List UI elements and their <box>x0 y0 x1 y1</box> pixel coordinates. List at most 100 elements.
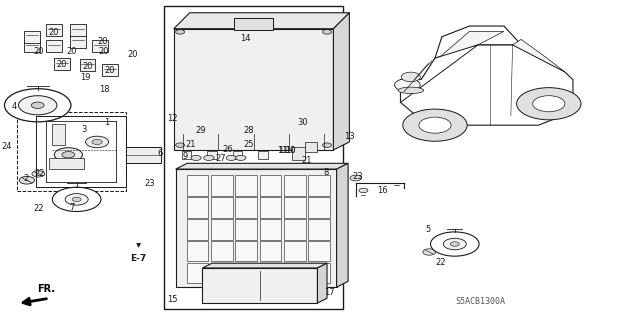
Bar <box>308 175 330 196</box>
Text: 20: 20 <box>67 47 77 56</box>
Bar <box>260 241 282 262</box>
Text: 8: 8 <box>323 168 328 177</box>
Polygon shape <box>173 13 349 29</box>
Circle shape <box>86 136 109 148</box>
Polygon shape <box>438 31 504 58</box>
Bar <box>79 59 95 71</box>
Bar <box>70 35 86 48</box>
Circle shape <box>54 148 83 162</box>
Bar <box>233 151 243 159</box>
Bar <box>175 169 337 287</box>
Text: 3: 3 <box>82 125 87 134</box>
Bar <box>186 241 209 262</box>
Text: 20: 20 <box>57 60 67 69</box>
Text: FR.: FR. <box>37 284 55 294</box>
Text: 20: 20 <box>97 37 108 46</box>
Text: 21: 21 <box>301 156 312 165</box>
Bar <box>211 241 233 262</box>
Text: 20: 20 <box>33 47 44 56</box>
Circle shape <box>323 30 332 34</box>
Text: 29: 29 <box>195 126 206 135</box>
Circle shape <box>191 155 201 160</box>
Text: 6: 6 <box>157 149 163 158</box>
Text: 26: 26 <box>223 145 234 154</box>
Text: 20: 20 <box>127 50 138 59</box>
Bar <box>24 40 40 52</box>
Bar <box>186 219 209 240</box>
Circle shape <box>62 152 75 158</box>
Text: 4: 4 <box>12 102 17 111</box>
Bar <box>17 112 126 191</box>
Circle shape <box>419 117 451 133</box>
Circle shape <box>431 232 479 256</box>
Text: 20: 20 <box>49 28 59 37</box>
Text: 5: 5 <box>426 225 431 234</box>
Bar <box>284 263 306 283</box>
Bar <box>54 58 70 70</box>
Bar <box>236 219 257 240</box>
Text: 7: 7 <box>69 203 74 212</box>
Bar <box>236 241 257 262</box>
Bar <box>45 24 61 36</box>
Circle shape <box>31 102 44 108</box>
Bar <box>202 268 317 303</box>
Text: 20: 20 <box>98 47 109 56</box>
Text: 28: 28 <box>244 126 255 135</box>
Circle shape <box>175 143 184 147</box>
Polygon shape <box>513 40 564 71</box>
Circle shape <box>52 187 101 211</box>
Circle shape <box>532 96 565 112</box>
Text: 1: 1 <box>104 118 109 127</box>
Polygon shape <box>333 13 349 150</box>
Bar <box>259 151 268 159</box>
Bar <box>211 175 233 196</box>
Bar <box>284 241 306 262</box>
Bar <box>164 6 343 309</box>
Bar <box>236 263 257 283</box>
Circle shape <box>395 78 420 91</box>
Circle shape <box>4 89 71 122</box>
Bar <box>236 175 257 196</box>
Bar <box>284 197 306 218</box>
Circle shape <box>175 30 184 34</box>
Circle shape <box>226 155 236 160</box>
Polygon shape <box>317 263 327 303</box>
Bar <box>45 40 61 52</box>
Text: 20: 20 <box>83 62 93 70</box>
Text: 30: 30 <box>298 118 308 127</box>
Text: 10: 10 <box>285 146 296 155</box>
Circle shape <box>72 197 81 202</box>
Circle shape <box>236 155 246 160</box>
Bar <box>211 197 233 218</box>
Text: 17: 17 <box>324 288 335 297</box>
Text: 25: 25 <box>244 140 254 149</box>
Text: 11: 11 <box>277 146 287 155</box>
Circle shape <box>516 88 581 120</box>
Polygon shape <box>401 45 478 102</box>
Text: 18: 18 <box>99 85 110 94</box>
Text: 22: 22 <box>435 258 446 267</box>
Text: 21: 21 <box>185 140 196 149</box>
Text: 23: 23 <box>353 172 363 181</box>
Text: 19: 19 <box>81 73 91 82</box>
Text: 20: 20 <box>104 66 115 75</box>
Text: 13: 13 <box>344 132 355 141</box>
Text: E-7: E-7 <box>131 254 147 263</box>
Circle shape <box>403 109 467 141</box>
Bar <box>186 197 209 218</box>
Bar <box>186 263 209 283</box>
Bar <box>211 219 233 240</box>
Bar <box>24 31 40 43</box>
Circle shape <box>444 238 467 250</box>
Text: 10: 10 <box>285 146 295 155</box>
Ellipse shape <box>398 87 424 93</box>
Bar <box>102 64 118 76</box>
Text: 11: 11 <box>278 146 289 155</box>
Text: 23: 23 <box>144 179 155 188</box>
Circle shape <box>32 171 45 177</box>
Circle shape <box>204 155 214 160</box>
Circle shape <box>451 242 460 246</box>
Bar <box>284 175 306 196</box>
Bar <box>308 263 330 283</box>
Bar <box>211 263 233 283</box>
